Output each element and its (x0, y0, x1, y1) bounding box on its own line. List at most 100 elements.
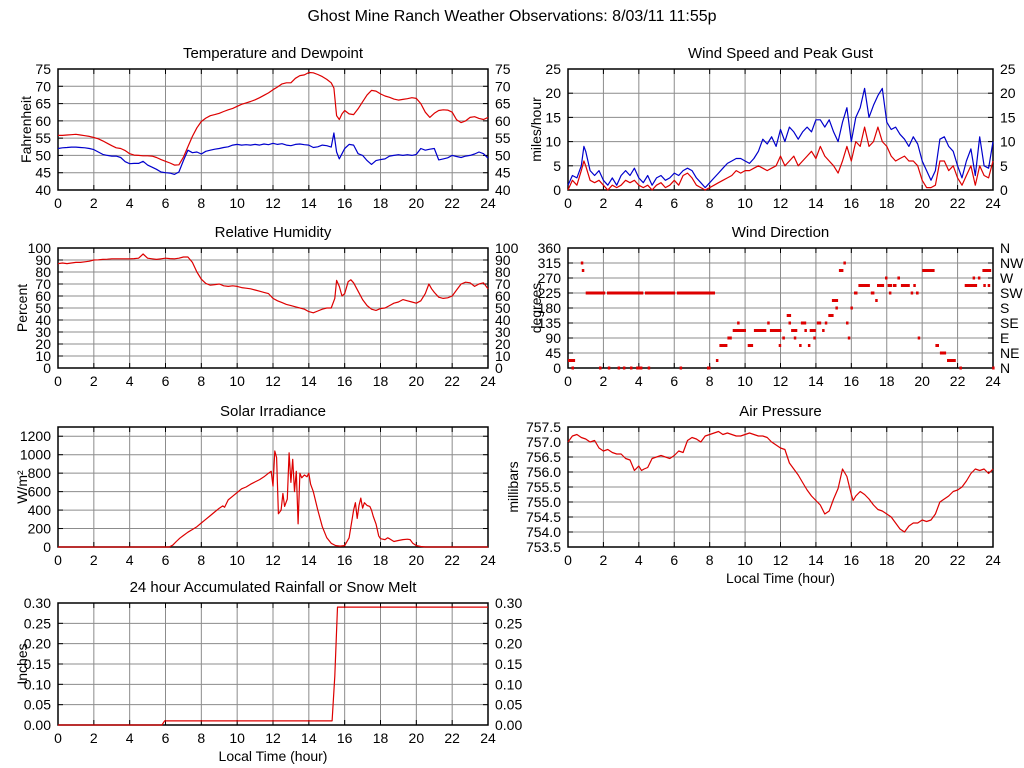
y-tick-label-right: 0.05 (495, 697, 522, 713)
x-tick-label: 16 (844, 373, 860, 389)
x-tick-label: 4 (126, 373, 134, 389)
y-tick-label: 753.5 (526, 539, 561, 555)
y-tick-label: 45 (545, 345, 561, 361)
x-tick-label: 14 (808, 373, 824, 389)
y-tick-label: 755.0 (526, 494, 561, 510)
grid (568, 248, 993, 368)
x-tick-label: 8 (706, 195, 714, 211)
x-tick-label: 18 (373, 195, 389, 211)
y-tick-label: 50 (35, 147, 51, 163)
x-tick-label: 4 (635, 552, 643, 568)
x-tick-label: 18 (879, 195, 895, 211)
y-tick-label: 15 (545, 109, 561, 125)
y-tick-label-right: SE (1000, 315, 1019, 331)
x-tick-label: 0 (564, 195, 572, 211)
y-axis-label: Inches (14, 643, 30, 684)
x-tick-label: 14 (301, 195, 317, 211)
series-temperature (58, 71, 489, 166)
y-tick-label: 757.5 (526, 419, 561, 435)
y-tick-label: 0 (553, 182, 561, 198)
y-tick-label-right: 40 (495, 182, 511, 198)
x-tick-label: 22 (444, 552, 460, 568)
x-tick-label: 12 (773, 373, 789, 389)
x-tick-label: 6 (670, 552, 678, 568)
x-tick-label: 16 (844, 195, 860, 211)
x-tick-label: 20 (409, 552, 425, 568)
x-tick-label: 18 (373, 552, 389, 568)
x-tick-label: 2 (90, 373, 98, 389)
x-tick-label: 12 (265, 552, 281, 568)
y-tick-label: 20 (545, 85, 561, 101)
y-tick-label-right: 25 (1000, 61, 1016, 77)
x-tick-label: 22 (950, 552, 966, 568)
tick-marks (57, 427, 489, 548)
y-tick-label-right: E (1000, 330, 1009, 346)
y-tick-label-right: 0.10 (495, 676, 522, 692)
y-tick-label-right: 55 (495, 130, 511, 146)
x-tick-label: 16 (337, 373, 353, 389)
y-tick-label-right: N (1000, 360, 1010, 376)
x-tick-label: 6 (670, 195, 678, 211)
series-air-pressure (567, 430, 994, 533)
y-tick-label-right: 10 (1000, 134, 1016, 150)
x-tick-label: 14 (301, 373, 317, 389)
x-tick-label: 18 (879, 552, 895, 568)
x-tick-label: 12 (265, 730, 281, 746)
x-tick-label: 8 (706, 373, 714, 389)
x-tick-label: 12 (265, 373, 281, 389)
tick-marks (567, 426, 994, 548)
y-tick-label: 0 (553, 360, 561, 376)
x-tick-label: 12 (265, 195, 281, 211)
grid (58, 427, 488, 547)
series-relative-humidity (57, 253, 489, 314)
x-tick-label: 0 (54, 195, 62, 211)
y-tick-label-right: 20 (495, 336, 511, 352)
x-tick-label: 4 (126, 195, 134, 211)
y-tick-label: 0.05 (24, 697, 51, 713)
x-tick-label: 24 (985, 552, 1001, 568)
x-tick-label: 22 (950, 195, 966, 211)
x-axis-label: Local Time (hour) (726, 570, 835, 586)
x-tick-label: 14 (808, 552, 824, 568)
x-tick-label: 22 (444, 730, 460, 746)
y-tick-label-right: 10 (495, 348, 511, 364)
x-tick-label: 6 (162, 195, 170, 211)
y-tick-label: 50 (35, 300, 51, 316)
chart-title: Relative Humidity (215, 224, 332, 241)
y-tick-label: 80 (35, 264, 51, 280)
y-axis-label: Fahrenheit (18, 96, 34, 163)
y-tick-label: 0 (43, 539, 51, 555)
y-tick-label: 270 (538, 270, 562, 286)
tick-marks (57, 247, 489, 369)
y-tick-label: 5 (553, 158, 561, 174)
y-tick-label: 400 (28, 502, 52, 518)
x-tick-label: 0 (54, 552, 62, 568)
grid (58, 248, 488, 368)
y-tick-label-right: 45 (495, 165, 511, 181)
y-tick-label: 10 (35, 348, 51, 364)
x-tick-label: 24 (480, 730, 496, 746)
x-tick-label: 4 (126, 552, 134, 568)
x-tick-label: 20 (914, 195, 930, 211)
y-tick-label: 757.0 (526, 434, 561, 450)
x-tick-label: 10 (737, 195, 753, 211)
y-tick-label: 135 (538, 315, 562, 331)
y-tick-label: 10 (545, 134, 561, 150)
x-tick-label: 20 (914, 373, 930, 389)
chart-title: Temperature and Dewpoint (183, 45, 364, 62)
y-tick-label: 65 (35, 96, 51, 112)
y-tick-label-right: 80 (495, 264, 511, 280)
grid (568, 69, 993, 190)
series-wind-speed (567, 126, 994, 191)
y-tick-label: 70 (35, 78, 51, 94)
x-tick-label: 14 (808, 195, 824, 211)
grid (58, 69, 488, 190)
tick-marks (567, 247, 994, 369)
y-tick-label-right: 90 (495, 252, 511, 268)
series-wind-direction (568, 261, 995, 370)
chart-air-pressure: 753.5754.0754.5755.0755.5756.0756.5757.0… (505, 403, 1001, 586)
grid (58, 603, 488, 725)
